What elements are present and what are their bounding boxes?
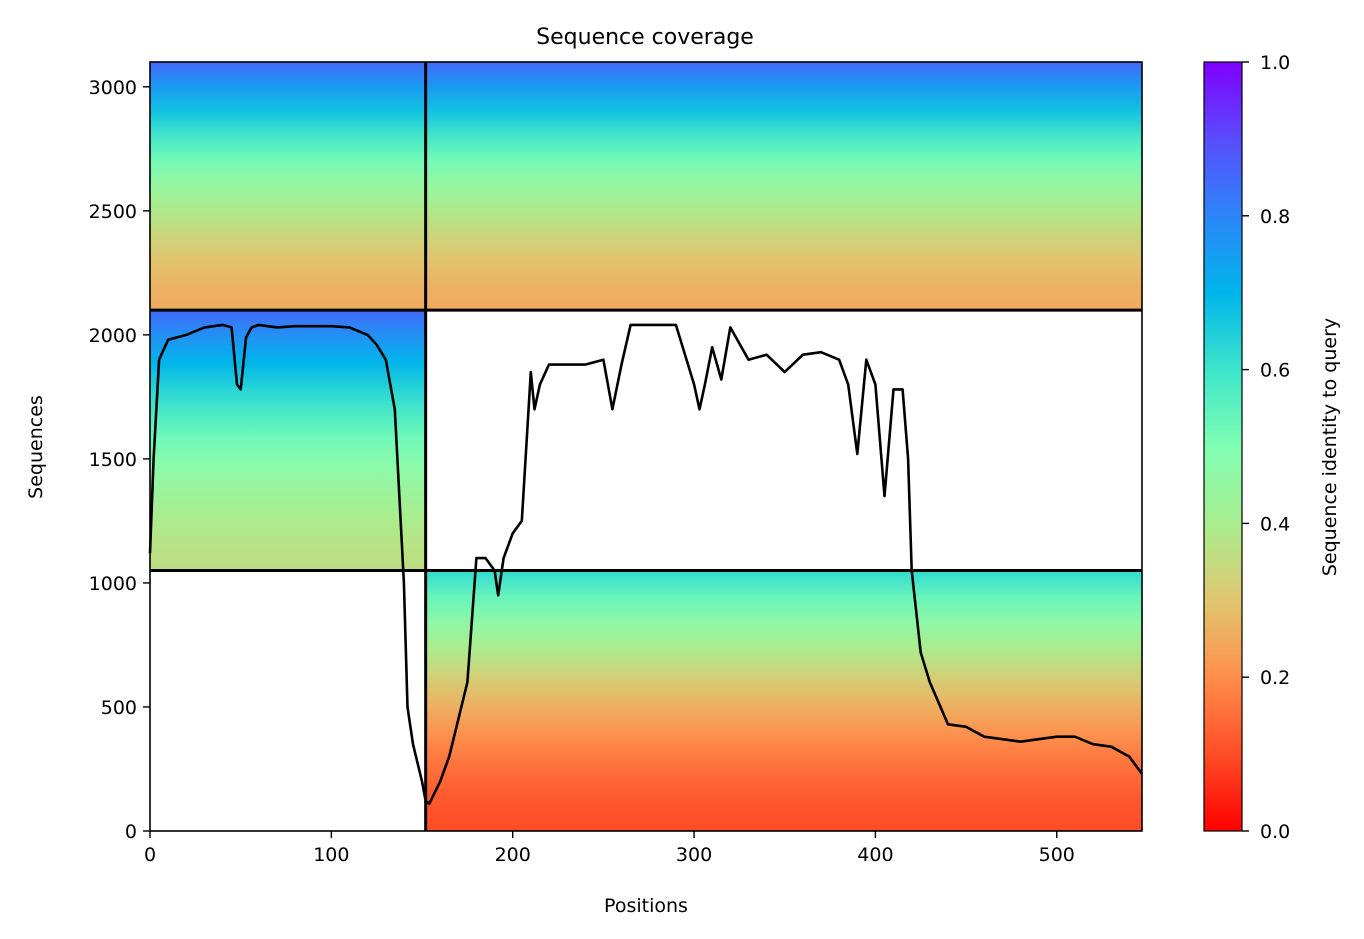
y-tick-label: 500	[101, 697, 137, 719]
colorbar-label: Sequence identity to query	[1319, 318, 1341, 576]
y-tick-label: 1000	[89, 573, 137, 595]
chart-title: Sequence coverage	[536, 25, 754, 50]
x-tick-label: 500	[1039, 844, 1075, 866]
y-axis-label: Sequences	[25, 395, 47, 499]
y-axis-ticks: 0 500 1000 1500 2000 2500 3000	[89, 77, 150, 843]
colorbar	[1203, 61, 1243, 832]
x-tick-label: 200	[495, 844, 531, 866]
colorbar-tick-label: 0.0	[1260, 821, 1290, 843]
x-tick-label: 100	[313, 844, 349, 866]
y-tick-label: 1500	[89, 449, 137, 471]
x-axis-label: Positions	[604, 895, 688, 917]
y-tick-label: 2500	[89, 201, 137, 223]
colorbar-tick-label: 0.6	[1260, 360, 1290, 382]
plot-frame	[149, 61, 1143, 832]
y-tick-label: 2000	[89, 325, 137, 347]
msa-block-4	[425, 570, 1142, 831]
colorbar-tick-label: 1.0	[1260, 52, 1290, 74]
y-tick-label: 3000	[89, 77, 137, 99]
colorbar-tick-label: 0.2	[1260, 667, 1290, 689]
plot-area	[148, 62, 1144, 831]
colorbar-tick-label: 0.8	[1260, 206, 1290, 228]
msa-block-3	[150, 310, 426, 571]
msa-block-1	[150, 62, 426, 311]
coverage-line	[148, 323, 1144, 806]
x-tick-label: 400	[857, 844, 893, 866]
colorbar-ticks: 0.0 0.2 0.4 0.6 0.8 1.0	[1242, 52, 1290, 843]
msa-block-2	[425, 62, 1142, 311]
x-tick-label: 0	[144, 844, 156, 866]
colorbar-tick-label: 0.4	[1260, 513, 1290, 535]
x-tick-label: 300	[676, 844, 712, 866]
y-tick-label: 0	[125, 821, 137, 843]
x-axis-ticks: 0 100 200 300 400 500	[144, 831, 1075, 866]
